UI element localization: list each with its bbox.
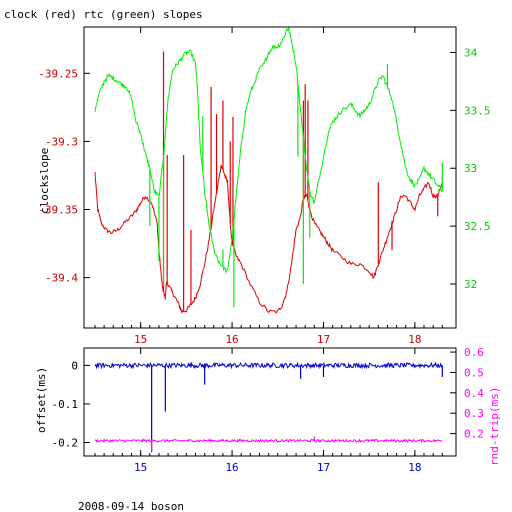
- top-y2-tick-label: 33: [464, 162, 477, 175]
- chart-title: clock (red) rtc (green) slopes: [4, 8, 203, 21]
- top-y-tick-label: -39.25: [38, 67, 78, 80]
- top-x-tick-label: 15: [134, 333, 147, 346]
- bottom-y-tick-label: 0: [71, 359, 78, 372]
- bottom-x-tick-label: 17: [317, 461, 330, 474]
- top-y-axis-label: clockslope: [38, 148, 51, 214]
- top-y-tick-label: -39.35: [38, 204, 78, 217]
- top-x-tick-label: 17: [317, 333, 330, 346]
- top-y-tick-label: -39.3: [45, 135, 78, 148]
- top-y2-tick-label: 32.5: [464, 220, 491, 233]
- bottom-y2-tick-label: 0.2: [464, 428, 484, 441]
- bottom-x-tick-label: 18: [408, 461, 421, 474]
- top-plot-area: 15 16 17 18 -39.25 -39.3 -39.35 -39.4 32 32.5 33 33…: [38, 27, 491, 346]
- bottom-y-tick-label: -0.2: [52, 437, 79, 450]
- footer-label: 2008-09-14 boson: [78, 500, 184, 512]
- series-line-rtc: [94, 27, 443, 274]
- bottom-x-tick-label: 15: [134, 461, 147, 474]
- bottom-y2-tick-label: 0.4: [464, 387, 484, 400]
- bottom-y2-tick-label: 0.3: [464, 407, 484, 420]
- series-line-offset: [94, 361, 443, 370]
- bottom-y2-tick-label: 0.6: [464, 346, 484, 359]
- series-line-rnd-trip: [94, 438, 443, 444]
- bottom-y2-tick-label: 0.5: [464, 366, 484, 379]
- bottom-y-axis-label: offset(ms): [35, 367, 48, 433]
- top-x-tick-label: 18: [408, 333, 421, 346]
- bottom-y2-axis-label: rnd-trip(ms): [488, 387, 501, 466]
- top-y2-tick-label: 32: [464, 278, 477, 291]
- bottom-plot-frame: [83, 347, 457, 457]
- top-plot-frame: [83, 26, 457, 329]
- series-line-clock: [94, 164, 443, 314]
- bottom-y-tick-label: -0.1: [52, 398, 79, 411]
- top-y2-tick-label: 34: [464, 46, 478, 59]
- bottom-plot-area: 15 16 17 18 0 -0.1 -0.2 0.2 0.3 0.4 0.5 0.6: [52, 346, 485, 474]
- top-y-tick-label: -39.4: [45, 272, 78, 285]
- top-y2-tick-label: 33.5: [464, 104, 491, 117]
- top-x-tick-label: 16: [225, 333, 238, 346]
- bottom-x-tick-label: 16: [225, 461, 238, 474]
